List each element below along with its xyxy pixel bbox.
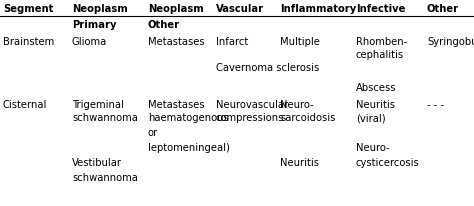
Text: Vascular: Vascular bbox=[216, 4, 264, 14]
Text: Cavernoma sclerosis: Cavernoma sclerosis bbox=[216, 63, 319, 73]
Text: Metastases: Metastases bbox=[148, 37, 205, 47]
Text: Cisternal: Cisternal bbox=[3, 100, 47, 110]
Text: Brainstem: Brainstem bbox=[3, 37, 54, 47]
Text: Inflammatory: Inflammatory bbox=[280, 4, 356, 14]
Text: Neuro-: Neuro- bbox=[280, 100, 314, 110]
Text: - - -: - - - bbox=[427, 100, 444, 110]
Text: Neuritis: Neuritis bbox=[356, 100, 395, 110]
Text: compressions: compressions bbox=[216, 113, 284, 123]
Text: cysticercosis: cysticercosis bbox=[356, 158, 420, 168]
Text: Trigeminal: Trigeminal bbox=[72, 100, 124, 110]
Text: or: or bbox=[148, 128, 158, 138]
Text: Other: Other bbox=[148, 20, 180, 30]
Text: Vestibular: Vestibular bbox=[72, 158, 122, 168]
Text: Neurovascular: Neurovascular bbox=[216, 100, 288, 110]
Text: Syringobulia: Syringobulia bbox=[427, 37, 474, 47]
Text: Segment: Segment bbox=[3, 4, 54, 14]
Text: leptomeningeal): leptomeningeal) bbox=[148, 143, 230, 153]
Text: Multiple: Multiple bbox=[280, 37, 320, 47]
Text: Other: Other bbox=[427, 4, 459, 14]
Text: Glioma: Glioma bbox=[72, 37, 107, 47]
Text: Abscess: Abscess bbox=[356, 83, 396, 93]
Text: Neoplasm: Neoplasm bbox=[72, 4, 128, 14]
Text: Rhomben-: Rhomben- bbox=[356, 37, 407, 47]
Text: (viral): (viral) bbox=[356, 113, 386, 123]
Text: schwannoma: schwannoma bbox=[72, 113, 138, 123]
Text: Infective: Infective bbox=[356, 4, 405, 14]
Text: schwannoma: schwannoma bbox=[72, 173, 138, 183]
Text: Infarct: Infarct bbox=[216, 37, 248, 47]
Text: cephalitis: cephalitis bbox=[356, 50, 404, 60]
Text: sarcoidosis: sarcoidosis bbox=[280, 113, 336, 123]
Text: Neuritis: Neuritis bbox=[280, 158, 319, 168]
Text: Neoplasm: Neoplasm bbox=[148, 4, 204, 14]
Text: Neuro-: Neuro- bbox=[356, 143, 390, 153]
Text: Primary: Primary bbox=[72, 20, 117, 30]
Text: Metastases: Metastases bbox=[148, 100, 205, 110]
Text: haematogenous: haematogenous bbox=[148, 113, 229, 123]
